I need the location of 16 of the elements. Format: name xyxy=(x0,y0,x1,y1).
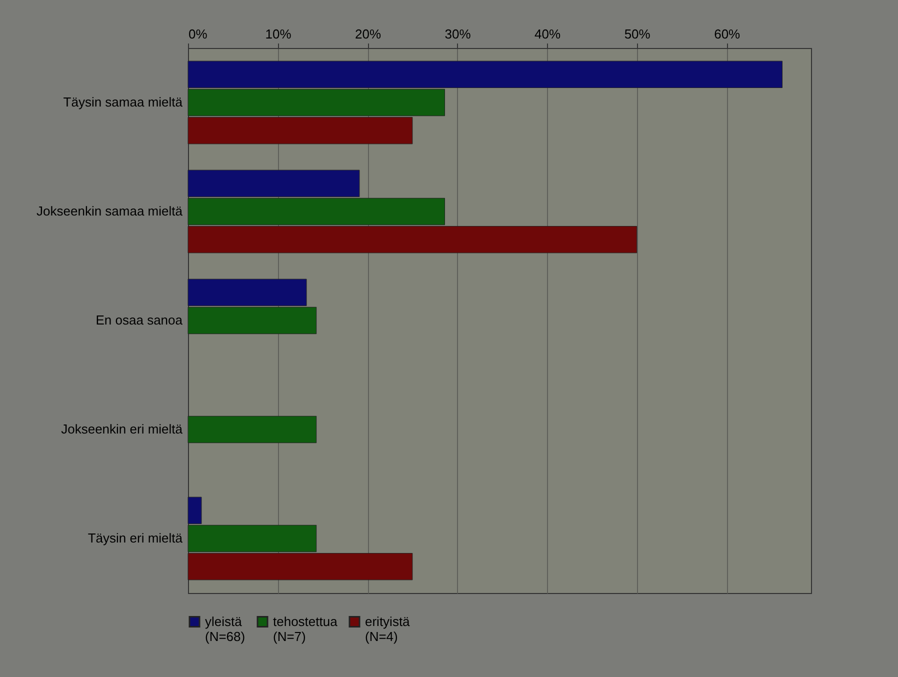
y-tick-label: En osaa sanoa xyxy=(96,312,184,328)
y-tick-label: Jokseenkin samaa mieltä xyxy=(36,204,184,218)
y-tick-label: Täysin eri mieltä xyxy=(88,530,184,546)
y-tick-label: Jokseenkin eri mieltä xyxy=(61,422,184,436)
x-tick-label: 50% xyxy=(624,26,651,42)
legend-label: erityistä (N=4) xyxy=(365,614,411,644)
legend-label: tehostettua (N=7) xyxy=(273,614,338,644)
x-tick-label: 60% xyxy=(714,26,741,42)
x-tick-label: 30% xyxy=(444,26,472,42)
y-tick-label: Täysin samaa mieltä xyxy=(63,94,184,110)
x-tick-label: 40% xyxy=(534,26,562,42)
x-tick-label: 20% xyxy=(355,26,382,42)
x-tick-label: 10% xyxy=(265,26,292,42)
bar xyxy=(188,416,317,444)
x-tick-label: 0% xyxy=(188,26,208,42)
legend-label: yleistä (N=68) xyxy=(205,614,246,644)
